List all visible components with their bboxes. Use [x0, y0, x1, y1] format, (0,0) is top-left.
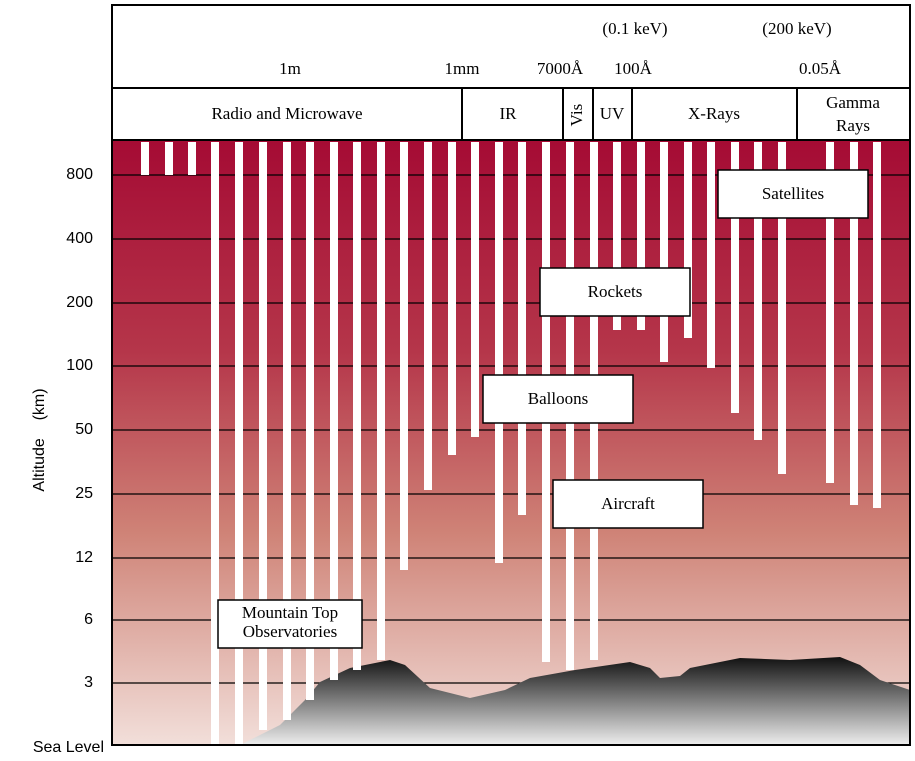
energy: (0.1 keV): [602, 19, 667, 38]
tick-label: 3: [84, 674, 93, 691]
wavelength: 0.05Å: [799, 59, 842, 78]
window-bar: [377, 142, 385, 660]
band: IR: [500, 104, 518, 123]
sky: [112, 140, 910, 745]
box-label: Balloons: [528, 389, 588, 408]
wavelength: 1mm: [445, 59, 480, 78]
box-label: Rockets: [588, 282, 643, 301]
tick-label: 100: [66, 357, 93, 374]
box-label: Mountain Top: [242, 603, 338, 622]
wavelength: 1m: [279, 59, 301, 78]
window-bar: [400, 142, 408, 570]
window-bar: [165, 142, 173, 175]
window-bar: [873, 142, 881, 508]
wavelength: 7000Å: [537, 59, 584, 78]
tick-label: Sea Level: [33, 739, 104, 756]
window-bar: [471, 142, 479, 437]
window-bar: [518, 142, 526, 515]
box-label: Observatories: [243, 622, 337, 641]
window-bar: [424, 142, 432, 490]
window-bar: [660, 142, 668, 362]
tick-label: 200: [66, 294, 93, 311]
band: Gamma: [826, 93, 880, 112]
tick-label: 25: [75, 485, 93, 502]
window-bar: [707, 142, 715, 368]
tick-label: 6: [84, 611, 93, 628]
band: Radio and Microwave: [211, 104, 362, 123]
window-bar: [188, 142, 196, 175]
window-bar: [211, 142, 219, 745]
diagram: (0.1 keV) (200 keV) 1m 1mm 7000Å 100Å 0.…: [0, 0, 915, 756]
wavelength: 100Å: [614, 59, 653, 78]
axis-label: Altitude (km): [31, 388, 48, 491]
window-bar: [353, 142, 361, 670]
window-bar: [141, 142, 149, 175]
window-bar: [235, 142, 243, 745]
band: Vis: [567, 104, 586, 127]
band: UV: [600, 104, 625, 123]
box-label: Satellites: [762, 184, 824, 203]
band: Rays: [836, 116, 870, 135]
tick-label: 400: [66, 230, 93, 247]
tick-label: 800: [66, 166, 93, 183]
tick-label: 12: [75, 549, 93, 566]
tick-label: 50: [75, 421, 93, 438]
box-label: Aircraft: [601, 494, 655, 513]
window-bar: [495, 142, 503, 563]
band: X-Rays: [688, 104, 740, 123]
energy: (200 keV): [762, 19, 831, 38]
window-bar: [448, 142, 456, 455]
